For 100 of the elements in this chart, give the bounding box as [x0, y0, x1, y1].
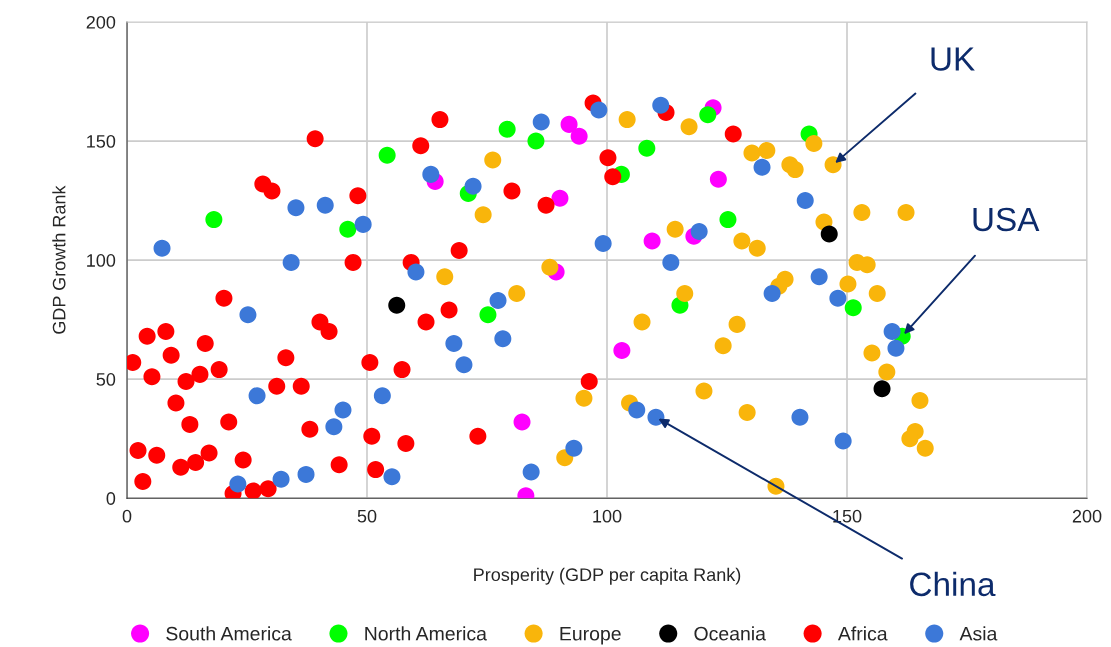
- point: [575, 389, 593, 407]
- point: [263, 182, 281, 200]
- y-tick-label: 0: [106, 492, 116, 505]
- point: [709, 170, 727, 188]
- point: [349, 187, 367, 205]
- point: [643, 232, 661, 250]
- point: [560, 115, 578, 133]
- point: [662, 253, 680, 271]
- point: [157, 323, 175, 341]
- point: [440, 301, 458, 319]
- point: [422, 165, 440, 183]
- point: [344, 253, 362, 271]
- point: [455, 356, 473, 374]
- point: [320, 323, 338, 341]
- point: [306, 130, 324, 148]
- point: [834, 432, 852, 450]
- point: [383, 468, 401, 486]
- point: [532, 113, 550, 131]
- point: [148, 446, 166, 464]
- point: [527, 132, 545, 150]
- point: [690, 223, 708, 241]
- point: [638, 139, 656, 157]
- point: [239, 306, 257, 324]
- x-tick-label: 100: [593, 509, 622, 523]
- point: [244, 482, 262, 499]
- point: [647, 408, 665, 426]
- point: [738, 403, 756, 421]
- point: [796, 192, 814, 210]
- point: [829, 289, 847, 307]
- point: [301, 420, 319, 438]
- point: [187, 453, 205, 471]
- point: [791, 408, 809, 426]
- point: [297, 465, 315, 483]
- point: [181, 415, 199, 433]
- x-tick-label: 50: [357, 509, 377, 523]
- point: [676, 284, 694, 302]
- point: [474, 206, 492, 224]
- point: [680, 118, 698, 136]
- point: [714, 337, 732, 355]
- point: [911, 392, 929, 410]
- point: [287, 199, 305, 217]
- x-tick-label: 200: [1072, 509, 1102, 523]
- y-tick-label: 50: [96, 373, 116, 386]
- point: [786, 161, 804, 179]
- x-axis-title: Prosperity (GDP per capita Rank): [474, 567, 741, 585]
- point: [450, 242, 468, 260]
- point: [153, 239, 171, 257]
- legend-label: Asia: [959, 626, 998, 641]
- point: [863, 344, 881, 362]
- point: [292, 377, 310, 395]
- point: [733, 232, 751, 250]
- annotation: UK: [931, 47, 975, 71]
- point: [330, 456, 348, 474]
- legend-label: South America: [166, 626, 292, 641]
- point: [445, 334, 463, 352]
- point: [234, 451, 252, 469]
- legend-label: Africa: [837, 626, 888, 641]
- point: [205, 211, 223, 229]
- point: [191, 365, 209, 383]
- point: [407, 263, 425, 281]
- point: [719, 211, 737, 229]
- point: [436, 268, 454, 286]
- point: [412, 137, 430, 155]
- point: [143, 368, 161, 386]
- point: [373, 387, 391, 405]
- y-tick-label: 150: [87, 134, 116, 148]
- point: [388, 296, 406, 314]
- point: [220, 413, 238, 431]
- point: [820, 225, 838, 243]
- point: [489, 292, 507, 310]
- point: [325, 418, 343, 436]
- point: [172, 458, 190, 476]
- point: [858, 256, 876, 274]
- point: [887, 339, 905, 357]
- point: [551, 189, 569, 207]
- y-tick-label: 200: [86, 15, 116, 29]
- y-tick-label: 100: [87, 254, 116, 267]
- point: [417, 313, 435, 331]
- point: [604, 168, 622, 186]
- point: [259, 480, 277, 498]
- point: [695, 382, 713, 400]
- point: [824, 156, 842, 174]
- point: [743, 144, 761, 162]
- point: [853, 203, 871, 221]
- point: [393, 361, 411, 379]
- point: [748, 239, 766, 257]
- point: [498, 120, 516, 138]
- point: [916, 439, 934, 457]
- point: [868, 284, 886, 302]
- point: [464, 177, 482, 195]
- point: [479, 306, 497, 324]
- point: [844, 299, 862, 317]
- point: [805, 134, 823, 152]
- point: [883, 323, 901, 341]
- point: [565, 439, 583, 457]
- point: [580, 373, 598, 391]
- point: [522, 463, 540, 481]
- point: [728, 315, 746, 333]
- point: [363, 427, 381, 445]
- point: [839, 275, 857, 293]
